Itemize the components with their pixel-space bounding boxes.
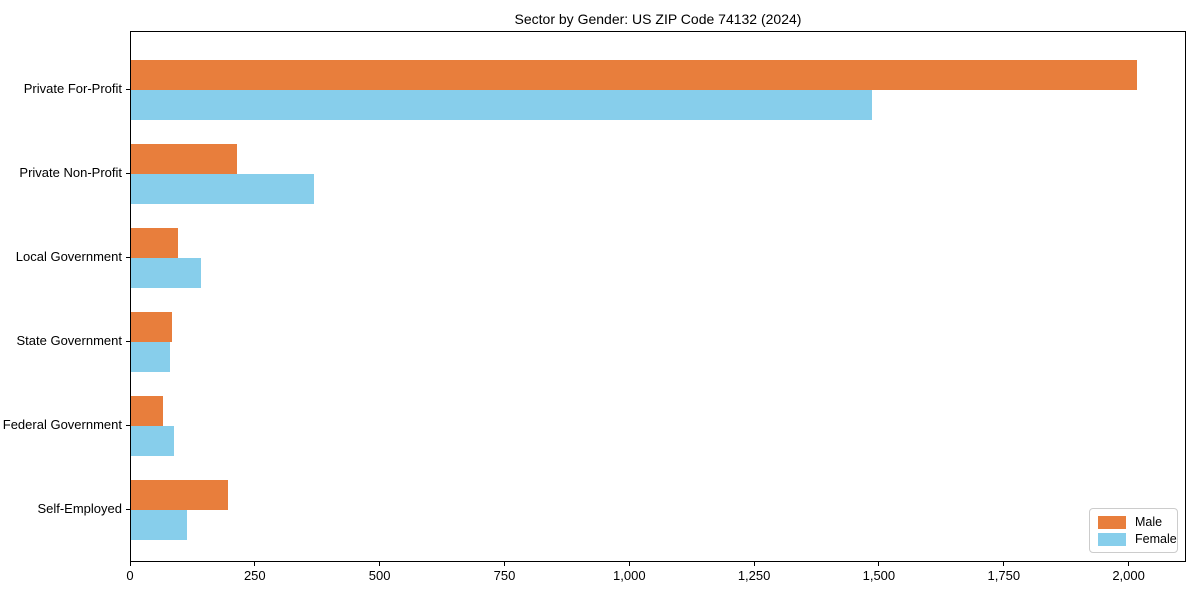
y-axis-label-5: Self-Employed (37, 501, 122, 516)
x-tick-label-4: 1,000 (613, 568, 646, 583)
bar-female-federal-government (131, 426, 175, 456)
bar-female-self-employed (131, 510, 187, 540)
y-tick-0 (126, 89, 130, 90)
x-tick-2 (379, 562, 381, 566)
x-tick-3 (504, 562, 505, 566)
legend-label-male: Male (1135, 515, 1163, 529)
x-tick-label-6: 1,500 (862, 568, 896, 583)
x-tick-label-5: 1,250 (737, 568, 771, 583)
x-tick-7 (1003, 562, 1005, 566)
x-tick-4 (628, 562, 630, 566)
bar-male-local-government (131, 228, 178, 258)
bar-male-private-for-profit (131, 60, 1137, 90)
x-tick-label-8: 2,000 (1112, 568, 1145, 583)
x-tick-label-7: 1,750 (987, 568, 1021, 583)
x-tick-label-0: 0 (126, 568, 134, 583)
y-axis-label-1: Private Non-Profit (19, 165, 122, 180)
legend: Male Female (1089, 508, 1178, 553)
bar-female-private-for-profit (131, 90, 873, 120)
x-tick-8 (1128, 562, 1130, 566)
legend-item-male: Male (1098, 515, 1169, 529)
legend-label-female: Female (1135, 532, 1177, 546)
y-tick-3 (126, 341, 130, 342)
bar-female-state-government (131, 342, 170, 372)
male-legend-swatch (1098, 515, 1126, 529)
y-tick-2 (126, 257, 130, 258)
chart-title: Sector by Gender: US ZIP Code 74132 (202… (514, 11, 802, 27)
bar-female-local-government (131, 258, 201, 288)
female-legend-swatch (1098, 532, 1126, 546)
bar-male-federal-government (131, 396, 163, 426)
x-tick-label-3: 750 (493, 568, 516, 583)
plot-area (130, 31, 1186, 562)
y-axis-label-4: Federal Government (2, 417, 122, 432)
y-tick-4 (126, 425, 130, 426)
legend-item-female: Female (1098, 532, 1177, 546)
x-tick-5 (753, 562, 755, 566)
y-axis-label-0: Private For-Profit (23, 81, 122, 96)
x-tick-6 (878, 562, 880, 566)
y-tick-5 (126, 509, 130, 510)
bar-male-self-employed (131, 480, 228, 510)
x-tick-1 (254, 562, 256, 566)
y-axis-label-2: Local Government (15, 249, 122, 264)
bar-male-private-non-profit (131, 144, 237, 174)
x-tick-0 (129, 562, 131, 566)
bar-female-private-non-profit (131, 174, 315, 204)
y-axis-label-3: State Government (16, 333, 123, 348)
x-tick-label-1: 250 (243, 568, 266, 583)
bar-male-state-government (131, 312, 173, 342)
x-tick-label-2: 500 (368, 568, 391, 583)
y-tick-1 (126, 173, 130, 174)
